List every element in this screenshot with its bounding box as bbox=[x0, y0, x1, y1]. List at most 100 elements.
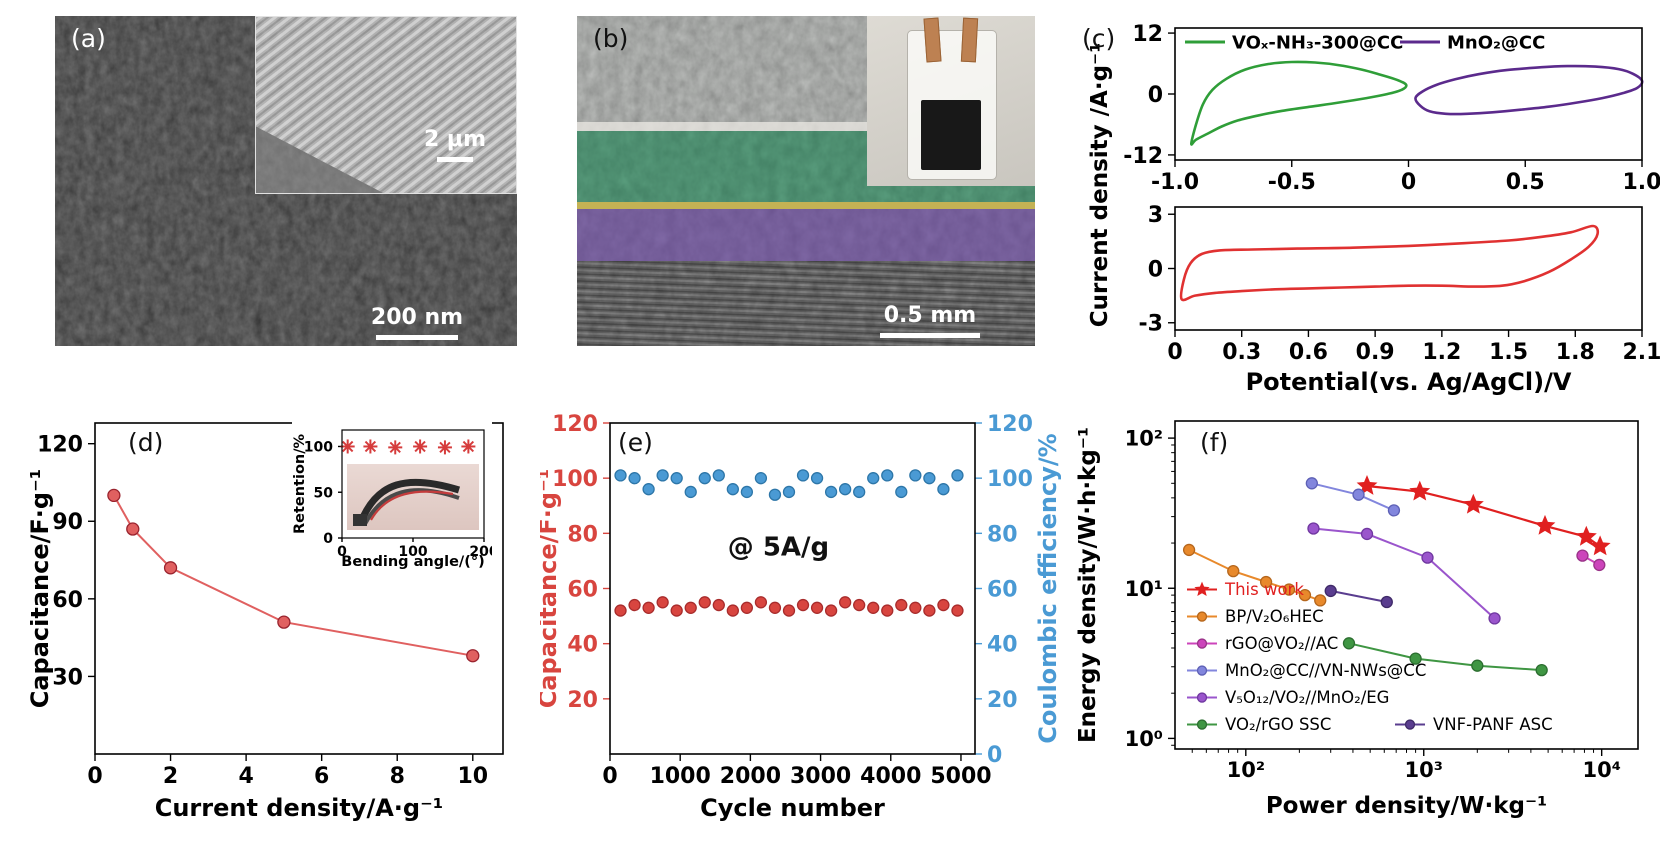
scalebar-inset-a-text: 2 μm bbox=[423, 127, 487, 152]
scalebar-inset-a: 2 μm bbox=[415, 127, 495, 163]
chart-ragone-plot: 10² 10³ 10⁴ 10⁰ 10¹ 10² Power density/W·kg⁻¹ En… bbox=[1075, 405, 1660, 854]
scalebar-a: 200 nm bbox=[357, 304, 477, 340]
svg-text:3: 3 bbox=[1148, 203, 1163, 228]
scalebar-inset-a-bar bbox=[437, 157, 473, 163]
bent-device-photograph bbox=[347, 464, 479, 530]
svg-text:Coulombic efficiency/%: Coulombic efficiency/% bbox=[1034, 433, 1062, 743]
svg-text:1000: 1000 bbox=[650, 764, 711, 789]
panel-d-label: (d) bbox=[128, 428, 164, 457]
svg-text:0: 0 bbox=[1148, 83, 1163, 108]
svg-text:VO₂/rGO SSC: VO₂/rGO SSC bbox=[1225, 715, 1331, 734]
svg-text:VNF-PANF ASC: VNF-PANF ASC bbox=[1433, 715, 1553, 734]
sem-image-nanosheets: (a) 2 μm 200 nm bbox=[55, 16, 517, 346]
svg-text:-12: -12 bbox=[1123, 144, 1163, 169]
chart-rate-capability: 0 2 4 6 8 10 30 60 90 120 Current density/A·g⁻¹ Cap… bbox=[26, 405, 535, 854]
chart-cycling-stability: 0 1000 2000 3000 4000 5000 20 40 60 80 100 120 0 20 40… bbox=[534, 405, 1070, 854]
svg-text:0: 0 bbox=[1148, 257, 1163, 282]
svg-text:BP/V₂O₆HEC: BP/V₂O₆HEC bbox=[1225, 607, 1324, 626]
svg-text:4000: 4000 bbox=[860, 764, 921, 789]
svg-text:10¹: 10¹ bbox=[1125, 577, 1163, 601]
svg-text:120: 120 bbox=[987, 412, 1033, 437]
panel-f-label: (f) bbox=[1200, 428, 1229, 457]
svg-text:1.0: 1.0 bbox=[1623, 170, 1660, 195]
svg-text:Energy density/W·h·kg⁻¹: Energy density/W·h·kg⁻¹ bbox=[1075, 427, 1101, 743]
sem-inset-fiber bbox=[255, 16, 517, 194]
chart-rate-capability-canvas: 0 2 4 6 8 10 30 60 90 120 Current density/A·g⁻¹ Cap… bbox=[26, 422, 504, 822]
device-photograph bbox=[867, 16, 1035, 186]
device-copper-tab bbox=[960, 17, 979, 63]
svg-text:2: 2 bbox=[163, 764, 178, 789]
svg-text:VOₓ-NH₃-300@CC: VOₓ-NH₃-300@CC bbox=[1232, 32, 1403, 53]
svg-text:100: 100 bbox=[304, 440, 333, 456]
svg-text:0: 0 bbox=[987, 743, 1002, 768]
svg-text:200: 200 bbox=[469, 544, 492, 560]
svg-text:90: 90 bbox=[52, 510, 83, 535]
chart-bending-retention-canvas: 0100200050100Bending angle/(°)Retention/… bbox=[292, 429, 499, 570]
scalebar-b-text: 0.5 mm bbox=[883, 302, 977, 328]
svg-text:20: 20 bbox=[567, 688, 598, 713]
svg-text:10³: 10³ bbox=[1405, 758, 1443, 782]
svg-text:3000: 3000 bbox=[790, 764, 851, 789]
svg-text:This work: This work bbox=[1224, 580, 1304, 599]
svg-text:0: 0 bbox=[1401, 170, 1416, 195]
svg-text:10²: 10² bbox=[1125, 427, 1163, 451]
svg-text:4: 4 bbox=[238, 764, 253, 789]
svg-text:-3: -3 bbox=[1139, 312, 1163, 337]
svg-text:Cycle number: Cycle number bbox=[700, 794, 885, 822]
svg-text:8: 8 bbox=[390, 764, 405, 789]
svg-text:MnO₂@CC//VN-NWs@CC: MnO₂@CC//VN-NWs@CC bbox=[1225, 661, 1426, 680]
panel-e-label: (e) bbox=[618, 428, 653, 457]
svg-text:12: 12 bbox=[1132, 22, 1163, 47]
scalebar-a-bar bbox=[376, 335, 458, 340]
svg-text:60: 60 bbox=[52, 588, 83, 613]
svg-text:0: 0 bbox=[87, 764, 102, 789]
chart-cv-device: 0 0.3 0.6 0.9 1.2 1.5 1.8 2.1 -3 0 3 Potential(vs. … bbox=[1060, 195, 1662, 410]
scalebar-a-text: 200 nm bbox=[370, 304, 464, 330]
svg-text:1.8: 1.8 bbox=[1556, 340, 1595, 365]
svg-text:Potential(vs. Ag/AgCl)/V: Potential(vs. Ag/AgCl)/V bbox=[1246, 368, 1572, 396]
svg-text:80: 80 bbox=[987, 522, 1018, 547]
chart-cv-device-canvas: 0 0.3 0.6 0.9 1.2 1.5 1.8 2.1-303Potential(vs. … bbox=[1139, 203, 1662, 396]
svg-text:rGO@VO₂//AC: rGO@VO₂//AC bbox=[1225, 634, 1338, 653]
svg-text:5000: 5000 bbox=[930, 764, 991, 789]
svg-text:100: 100 bbox=[987, 467, 1033, 492]
svg-text:Capacitance/F·g⁻¹: Capacitance/F·g⁻¹ bbox=[30, 469, 54, 709]
svg-text:30: 30 bbox=[52, 665, 83, 690]
svg-text:Power density/W·kg⁻¹: Power density/W·kg⁻¹ bbox=[1266, 793, 1547, 819]
svg-text:50: 50 bbox=[314, 485, 334, 501]
svg-text:20: 20 bbox=[987, 688, 1018, 713]
svg-text:Capacitance/F·g⁻¹: Capacitance/F·g⁻¹ bbox=[540, 469, 562, 709]
svg-text:120: 120 bbox=[37, 433, 83, 458]
sem-texture-a bbox=[55, 16, 517, 346]
svg-text:0: 0 bbox=[323, 531, 333, 547]
svg-text:Retention/%: Retention/% bbox=[292, 433, 308, 534]
svg-text:2.1: 2.1 bbox=[1623, 340, 1660, 365]
chart-cv-electrodes-canvas: -1.0 -0.5 0 0.5 1.0 -12 0 12 VOₓ-NH₃-300@CC MnO₂@… bbox=[1123, 22, 1661, 195]
panel-b-label: (b) bbox=[593, 24, 629, 53]
svg-text:V₅O₁₂/VO₂//MnO₂/EG: V₅O₁₂/VO₂//MnO₂/EG bbox=[1225, 688, 1389, 707]
svg-text:6: 6 bbox=[314, 764, 329, 789]
svg-text:MnO₂@CC: MnO₂@CC bbox=[1447, 32, 1545, 53]
svg-text:-1.0: -1.0 bbox=[1151, 170, 1199, 195]
svg-text:10: 10 bbox=[457, 764, 488, 789]
chart-cycling-stability-canvas: 0 1000 2000 3000 4000 5000 20 40 60 80 100 120 0 20 40… bbox=[534, 412, 1062, 822]
device-electrode bbox=[921, 100, 981, 170]
svg-text:10⁰: 10⁰ bbox=[1125, 727, 1163, 751]
svg-text:0: 0 bbox=[337, 544, 347, 560]
sem-cross-section: (b) 0.5 mm bbox=[577, 16, 1035, 346]
svg-text:0.5: 0.5 bbox=[1506, 170, 1545, 195]
svg-text:60: 60 bbox=[987, 577, 1018, 602]
chart-bending-retention: 0100200050100Bending angle/(°)Retention/… bbox=[292, 422, 499, 570]
svg-text:0.6: 0.6 bbox=[1289, 340, 1328, 365]
scalebar-b: 0.5 mm bbox=[875, 302, 985, 338]
chart-cv-electrodes: -1.0 -0.5 0 0.5 1.0 -12 0 12 VOₓ-NH₃-300@CC MnO₂@… bbox=[1060, 12, 1661, 195]
panel-a-label: (a) bbox=[71, 24, 106, 53]
svg-text:40: 40 bbox=[567, 633, 598, 658]
svg-text:@ 5A/g: @ 5A/g bbox=[728, 532, 829, 562]
svg-text:120: 120 bbox=[552, 412, 598, 437]
svg-text:40: 40 bbox=[987, 633, 1018, 658]
svg-text:-0.5: -0.5 bbox=[1268, 170, 1316, 195]
svg-text:0: 0 bbox=[602, 764, 617, 789]
